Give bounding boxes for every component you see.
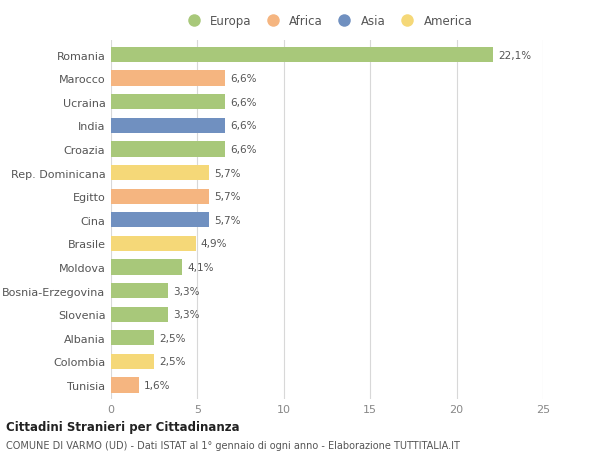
Bar xyxy=(111,142,225,157)
Text: Cittadini Stranieri per Cittadinanza: Cittadini Stranieri per Cittadinanza xyxy=(6,420,239,433)
Bar xyxy=(111,307,168,322)
Bar xyxy=(111,95,225,110)
Bar xyxy=(111,283,168,299)
Text: 22,1%: 22,1% xyxy=(498,50,531,61)
Bar xyxy=(111,213,209,228)
Text: 6,6%: 6,6% xyxy=(230,145,257,155)
Text: 5,7%: 5,7% xyxy=(215,168,241,178)
Text: 5,7%: 5,7% xyxy=(215,192,241,202)
Text: 2,5%: 2,5% xyxy=(160,357,186,367)
Bar xyxy=(111,378,139,393)
Bar xyxy=(111,166,209,181)
Text: 4,9%: 4,9% xyxy=(201,239,227,249)
Text: 6,6%: 6,6% xyxy=(230,121,257,131)
Text: 5,7%: 5,7% xyxy=(215,215,241,225)
Text: 1,6%: 1,6% xyxy=(144,380,170,390)
Text: 6,6%: 6,6% xyxy=(230,74,257,84)
Bar xyxy=(111,354,154,369)
Bar xyxy=(111,189,209,204)
Bar xyxy=(111,71,225,87)
Bar xyxy=(111,330,154,346)
Text: 3,3%: 3,3% xyxy=(173,286,200,296)
Text: 2,5%: 2,5% xyxy=(160,333,186,343)
Bar xyxy=(111,118,225,134)
Text: 6,6%: 6,6% xyxy=(230,98,257,107)
Legend: Europa, Africa, Asia, America: Europa, Africa, Asia, America xyxy=(182,15,472,28)
Bar xyxy=(111,48,493,63)
Bar xyxy=(111,260,182,275)
Text: COMUNE DI VARMO (UD) - Dati ISTAT al 1° gennaio di ogni anno - Elaborazione TUTT: COMUNE DI VARMO (UD) - Dati ISTAT al 1° … xyxy=(6,440,460,450)
Bar xyxy=(111,236,196,252)
Text: 3,3%: 3,3% xyxy=(173,309,200,319)
Text: 4,1%: 4,1% xyxy=(187,263,214,273)
